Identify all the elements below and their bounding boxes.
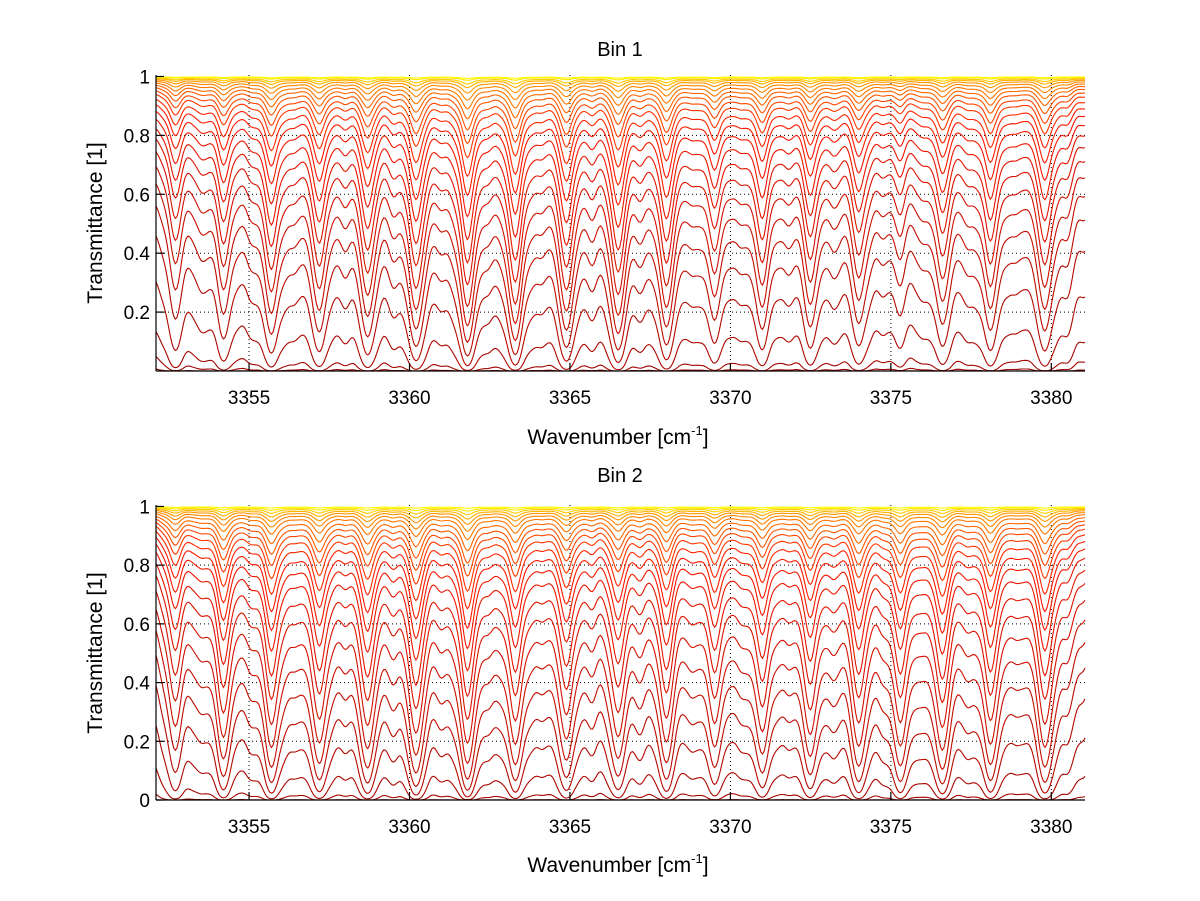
y-tick-label: 0.6 [124, 185, 150, 206]
y-tick-label: 0.4 [124, 244, 151, 265]
transmittance-curve [155, 515, 1086, 552]
transmittance-curve [155, 128, 1086, 265]
y-tick-label: 0.2 [124, 732, 150, 753]
transmittance-curve [155, 725, 1086, 801]
y-tick-label: 1 [139, 497, 150, 518]
transmittance-curve [155, 590, 1086, 745]
y-axis-label: Transmittance [1] [84, 142, 107, 303]
transmittance-curve [155, 93, 1086, 159]
transmittance-curve [155, 506, 1085, 512]
transmittance-curve [155, 513, 1086, 541]
transmittance-curve [155, 79, 1085, 94]
x-tick-label: 3380 [1030, 817, 1072, 838]
transmittance-curve [155, 507, 1086, 516]
transmittance-curve [155, 235, 1086, 367]
transmittance-curve [155, 76, 1085, 79]
axes-bin-1: Bin 1 3355 3360 3365 3370 3375 3380 0.2 0.4 0.6 0… [84, 39, 1086, 449]
x-tick-label: 3360 [388, 388, 430, 409]
x-tick-label: 3380 [1030, 388, 1072, 409]
x-axis-label: Wavenumber [cm-1] [527, 423, 708, 449]
y-tick-label: 0.2 [124, 303, 150, 324]
transmittance-curve [155, 685, 1086, 798]
x-tick-label: 3365 [549, 388, 591, 409]
transmittance-curve [156, 77, 1085, 85]
transmittance-curve [155, 78, 1086, 89]
transmittance-curve [155, 82, 1085, 110]
transmittance-curve [155, 104, 1086, 197]
y-tick-label: 0.8 [124, 126, 150, 147]
transmittance-curve [155, 630, 1086, 780]
transmittance-curve [156, 506, 1085, 509]
x-tick-label: 3355 [228, 817, 270, 838]
x-tick-label: 3370 [709, 817, 751, 838]
axes-bin-2: Bin 2 3355 3360 3365 3370 3375 3380 0 0.2 0.4 0.6… [84, 465, 1086, 877]
transmittance-curve [155, 110, 1086, 218]
transmittance-curve [155, 183, 1086, 344]
transmittance-curve [155, 563, 1086, 698]
transmittance-curve [155, 90, 1086, 145]
transmittance-curve [155, 609, 1086, 765]
transmittance-curve [156, 76, 1085, 81]
x-axis-label: Wavenumber [cm-1] [527, 851, 708, 877]
x-tick-label: 3370 [709, 388, 751, 409]
transmittance-curve [155, 575, 1086, 721]
transmittance-curve [155, 531, 1086, 610]
transmittance-curve [155, 654, 1086, 791]
x-tick-label: 3375 [870, 388, 912, 409]
y-tick-label: 0.4 [124, 674, 151, 695]
transmittance-curve [155, 166, 1086, 327]
transmittance-curve [155, 84, 1086, 120]
chart-title: Bin 2 [597, 465, 643, 487]
transmittance-curve [155, 518, 1086, 564]
transmittance-curve [155, 509, 1086, 525]
transmittance-curve [155, 80, 1085, 101]
transmittance-curve [155, 511, 1086, 532]
transmittance-curve [155, 552, 1086, 672]
transmittance-curve [155, 331, 1086, 372]
x-tick-label: 3360 [388, 817, 430, 838]
transmittance-curve [155, 543, 1086, 650]
transmittance-curve [155, 151, 1086, 308]
y-tick-label: 1 [139, 67, 150, 88]
x-tick-label: 3355 [228, 388, 270, 409]
transmittance-curve [155, 118, 1086, 241]
y-tick-label: 0.8 [124, 556, 150, 577]
y-tick-label: 0 [139, 791, 150, 812]
y-axis-label: Transmittance [1] [84, 572, 107, 733]
transmittance-curve [155, 87, 1086, 131]
x-tick-label: 3365 [549, 817, 591, 838]
x-tick-label: 3375 [870, 817, 912, 838]
transmittance-curve [155, 536, 1086, 630]
transmittance-curve [155, 522, 1086, 577]
transmittance-curve [155, 205, 1086, 357]
transmittance-curve [155, 281, 1086, 371]
chart-title: Bin 1 [597, 39, 643, 61]
transmittance-curve [155, 138, 1086, 286]
y-tick-label: 0.6 [124, 615, 150, 636]
transmittance-curve [155, 508, 1086, 520]
transmittance-curve [155, 526, 1086, 592]
transmittance-curve [155, 98, 1086, 178]
